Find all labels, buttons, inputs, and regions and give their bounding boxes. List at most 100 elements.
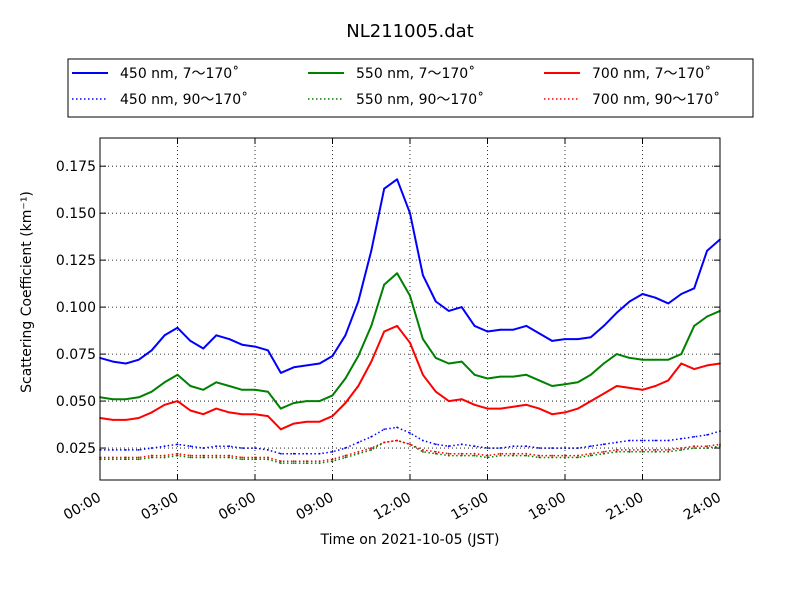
data-point <box>254 447 256 449</box>
data-point <box>357 385 360 387</box>
data-point <box>357 300 360 303</box>
data-point <box>589 400 592 402</box>
data-point <box>137 458 140 461</box>
data-point <box>551 385 553 387</box>
data-point <box>163 445 166 448</box>
data-point <box>693 445 696 448</box>
data-point <box>124 418 127 421</box>
data-point <box>357 452 360 455</box>
x-tick-label: 21:00 <box>604 490 647 524</box>
data-point <box>564 454 566 457</box>
data-point <box>460 454 463 457</box>
data-point <box>396 272 398 275</box>
data-point <box>344 377 347 380</box>
data-point <box>331 450 334 453</box>
data-point <box>680 293 683 295</box>
data-point <box>512 375 515 378</box>
data-point <box>447 400 450 402</box>
data-point <box>499 452 502 455</box>
data-point <box>564 338 566 340</box>
data-point <box>447 454 450 457</box>
data-point <box>564 383 566 386</box>
data-point <box>693 325 696 327</box>
data-point <box>112 458 114 461</box>
data-point <box>112 418 114 421</box>
data-point <box>667 379 670 382</box>
data-point <box>150 447 153 449</box>
data-point <box>564 456 566 459</box>
data-point <box>615 311 618 314</box>
data-point <box>305 400 308 402</box>
data-point <box>292 402 295 404</box>
data-point <box>499 407 502 410</box>
legend-label: 450 nm, 7～170˚ <box>120 65 239 82</box>
x-tick-label: 18:00 <box>526 490 569 524</box>
data-point <box>447 309 450 312</box>
data-point <box>279 407 282 410</box>
x-tick-label: 09:00 <box>294 490 337 524</box>
data-point <box>409 443 411 446</box>
y-axis-label: Scattering Coefficient (km⁻¹) <box>19 191 35 393</box>
data-point <box>512 454 515 457</box>
data-point <box>602 452 605 455</box>
data-point <box>370 360 373 363</box>
data-point <box>396 426 398 429</box>
data-point <box>331 458 334 461</box>
data-point <box>176 443 179 446</box>
y-tick-label: 0.050 <box>56 394 96 410</box>
data-point <box>112 398 114 401</box>
data-point <box>512 445 515 448</box>
data-point <box>460 306 463 309</box>
data-point <box>525 445 528 448</box>
data-point <box>654 439 657 442</box>
data-point <box>228 411 231 414</box>
y-tick-label: 0.025 <box>56 441 96 457</box>
data-point <box>189 385 192 387</box>
y-tick-label: 0.100 <box>56 300 96 316</box>
series-5 <box>99 439 721 463</box>
data-point <box>112 456 114 459</box>
data-point <box>460 398 463 401</box>
data-point <box>667 450 670 453</box>
data-point <box>137 456 140 459</box>
data-point <box>292 366 295 369</box>
data-point <box>499 375 502 378</box>
data-point <box>370 249 373 252</box>
data-point <box>292 452 295 455</box>
series-0 <box>99 178 721 374</box>
data-point <box>538 332 541 335</box>
legend: 450 nm, 7～170˚ 550 nm, 7～170˚ 700 nm, 7～17… <box>67 58 754 118</box>
data-point <box>228 385 231 387</box>
data-point <box>137 449 140 451</box>
data-point <box>615 353 618 355</box>
data-point <box>615 449 618 451</box>
data-point <box>525 403 528 406</box>
data-point <box>473 373 476 376</box>
data-point <box>202 447 205 449</box>
data-point <box>357 450 360 453</box>
data-point <box>680 353 683 355</box>
x-tick-label: 15:00 <box>449 490 492 524</box>
x-tick-label: 12:00 <box>371 490 414 524</box>
data-point <box>202 413 205 416</box>
data-point <box>215 407 218 410</box>
series-line <box>100 426 721 455</box>
data-point <box>163 454 166 457</box>
data-point <box>163 403 166 406</box>
data-point <box>434 390 437 393</box>
data-point <box>525 454 528 457</box>
data-point <box>383 283 386 286</box>
data-point <box>538 407 541 410</box>
legend-label: 700 nm, 90～170˚ <box>592 91 720 108</box>
data-point <box>305 462 308 464</box>
data-point <box>538 454 541 457</box>
data-point <box>551 454 553 457</box>
legend-item: 450 nm, 7～170˚ <box>72 65 239 82</box>
data-point <box>564 447 566 449</box>
data-point <box>318 362 321 365</box>
data-point <box>615 441 618 444</box>
data-point <box>538 379 541 382</box>
data-point <box>667 439 670 442</box>
data-point <box>460 443 463 446</box>
